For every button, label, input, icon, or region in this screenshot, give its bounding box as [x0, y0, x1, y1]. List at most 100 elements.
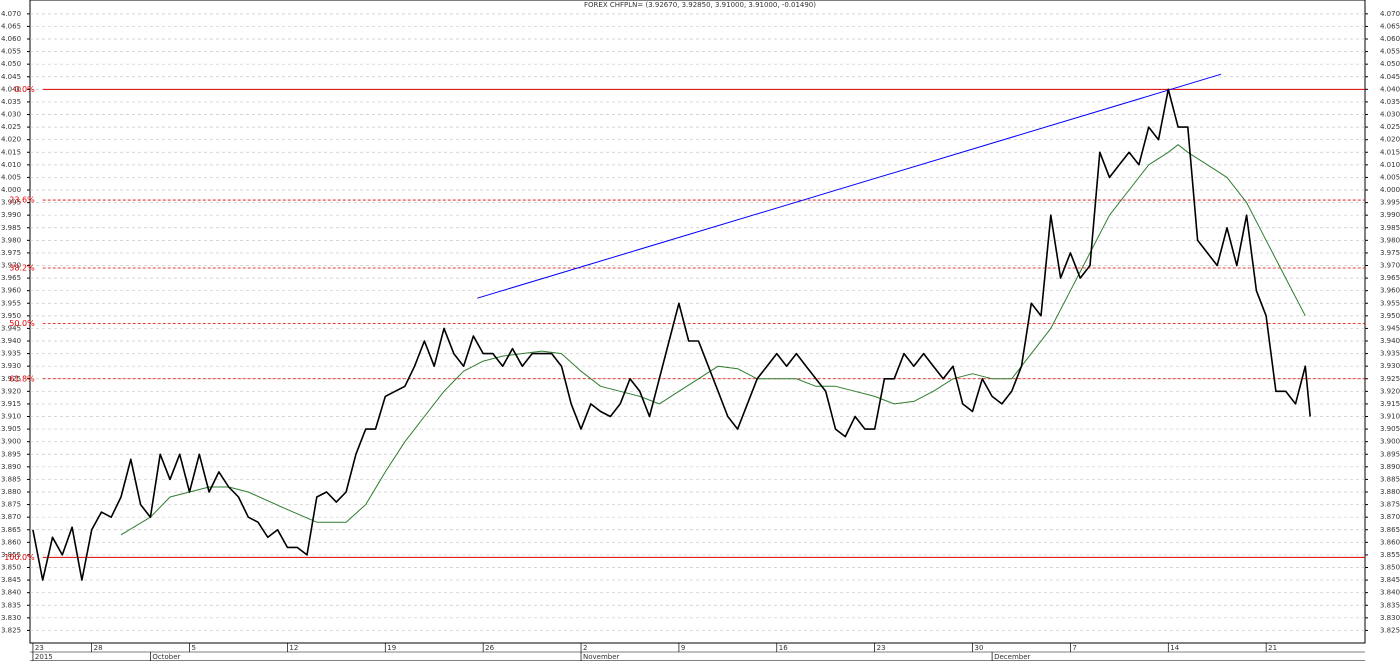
y-tick-label: 4.015 [1, 148, 21, 156]
y-tick-label: 4.045 [1, 73, 21, 81]
x-tick-label: 23 [877, 644, 886, 652]
y-tick-label: 3.960 [1380, 287, 1400, 295]
y-tick-label: 4.020 [1380, 136, 1400, 144]
y-tick-label: 3.925 [1380, 375, 1400, 383]
x-tick-label: 7 [1072, 644, 1076, 652]
fib-label: 0.0% [14, 85, 35, 94]
y-tick-label: 4.030 [1, 111, 21, 119]
y-tick-label: 4.000 [1, 186, 21, 194]
y-tick-label: 4.060 [1, 35, 21, 43]
moving-average-line [120, 144, 1306, 536]
y-tick-label: 4.070 [1, 10, 21, 18]
y-tick-label: 3.850 [1380, 564, 1400, 572]
y-tick-label: 3.890 [1, 463, 21, 471]
y-tick-label: 3.855 [1, 551, 21, 559]
x-tick-label: 19 [387, 644, 396, 652]
y-tick-label: 3.930 [1380, 362, 1400, 370]
y-tick-label: 3.875 [1380, 501, 1400, 509]
y-tick-label: 3.900 [1, 438, 21, 446]
y-tick-label: 3.990 [1, 211, 21, 219]
y-tick-label: 3.920 [1, 387, 21, 395]
y-tick-label: 3.920 [1380, 387, 1400, 395]
y-tick-label: 3.845 [1, 576, 21, 584]
y-tick-label: 3.950 [1380, 312, 1400, 320]
month-tick-label: October [152, 653, 180, 661]
y-tick-label: 4.070 [1380, 10, 1400, 18]
y-tick-label: 3.875 [1, 501, 21, 509]
month-tick-label: December [994, 653, 1030, 661]
chart-title: FOREX CHFPLN= (3.92670, 3.92850, 3.91000… [584, 1, 816, 9]
y-tick-label: 4.040 [1380, 85, 1400, 93]
x-tick-label: 30 [975, 644, 984, 652]
fib-label: 38.2% [9, 264, 35, 273]
y-tick-label: 3.970 [1, 262, 21, 270]
y-tick-label: 3.975 [1, 249, 21, 257]
y-tick-label: 4.010 [1380, 161, 1400, 169]
y-tick-label: 4.025 [1, 123, 21, 131]
month-tick-label: November [583, 653, 620, 661]
y-tick-label: 3.915 [1380, 400, 1400, 408]
x-tick-label: 28 [94, 644, 103, 652]
y-tick-label: 3.855 [1380, 551, 1400, 559]
y-tick-label: 3.905 [1380, 425, 1400, 433]
y-tick-label: 3.945 [1380, 324, 1400, 332]
y-tick-label: 3.835 [1, 601, 21, 609]
price-line [32, 88, 1311, 581]
y-tick-label: 3.835 [1380, 601, 1400, 609]
y-tick-label: 3.905 [1, 425, 21, 433]
y-tick-label: 3.890 [1380, 463, 1400, 471]
y-tick-label: 4.005 [1380, 173, 1400, 181]
y-tick-label: 4.035 [1380, 98, 1400, 106]
x-tick-label: 23 [35, 644, 44, 652]
x-tick-label: 16 [779, 644, 788, 652]
y-tick-label: 3.935 [1, 350, 21, 358]
y-tick-label: 3.825 [1380, 626, 1400, 634]
fib-label: 100.0% [4, 553, 35, 562]
fib-label: 23.6% [9, 196, 35, 205]
y-tick-label: 3.825 [1, 626, 21, 634]
y-tick-label: 3.865 [1, 526, 21, 534]
y-tick-label: 3.995 [1380, 199, 1400, 207]
y-tick-label: 3.840 [1, 589, 21, 597]
y-tick-label: 4.045 [1380, 73, 1400, 81]
y-tick-label: 3.870 [1, 513, 21, 521]
y-tick-label: 4.035 [1, 98, 21, 106]
y-tick-label: 3.895 [1380, 450, 1400, 458]
month-tick-label: 2015 [35, 653, 53, 661]
y-tick-label: 4.020 [1, 136, 21, 144]
y-tick-label: 4.050 [1, 60, 21, 68]
y-tick-label: 3.940 [1380, 337, 1400, 345]
y-tick-label: 3.975 [1380, 249, 1400, 257]
y-tick-label: 4.055 [1, 48, 21, 56]
y-tick-label: 3.915 [1, 400, 21, 408]
y-tick-label: 4.060 [1380, 35, 1400, 43]
y-tick-label: 3.830 [1, 614, 21, 622]
y-tick-label: 4.000 [1380, 186, 1400, 194]
y-tick-label: 3.910 [1380, 413, 1400, 421]
y-tick-label: 3.865 [1380, 526, 1400, 534]
x-tick-label: 5 [192, 644, 196, 652]
y-tick-label: 3.980 [1, 236, 21, 244]
y-tick-label: 3.990 [1380, 211, 1400, 219]
x-tick-label: 26 [485, 644, 494, 652]
y-tick-label: 4.005 [1, 173, 21, 181]
y-tick-label: 3.830 [1380, 614, 1400, 622]
y-tick-label: 3.965 [1380, 274, 1400, 282]
y-tick-label: 3.900 [1380, 438, 1400, 446]
y-tick-label: 3.955 [1380, 299, 1400, 307]
y-tick-label: 4.030 [1380, 111, 1400, 119]
y-tick-label: 3.840 [1380, 589, 1400, 597]
x-tick-label: 21 [1268, 644, 1277, 652]
trendline [477, 73, 1222, 299]
y-tick-label: 4.065 [1, 22, 21, 30]
y-tick-label: 3.940 [1, 337, 21, 345]
y-tick-label: 3.965 [1, 274, 21, 282]
x-tick-label: 9 [681, 644, 685, 652]
y-tick-label: 3.980 [1380, 236, 1400, 244]
y-tick-label: 4.050 [1380, 60, 1400, 68]
y-tick-label: 3.950 [1, 312, 21, 320]
y-tick-label: 3.860 [1, 538, 21, 546]
y-tick-label: 3.925 [1, 375, 21, 383]
y-tick-label: 3.960 [1, 287, 21, 295]
